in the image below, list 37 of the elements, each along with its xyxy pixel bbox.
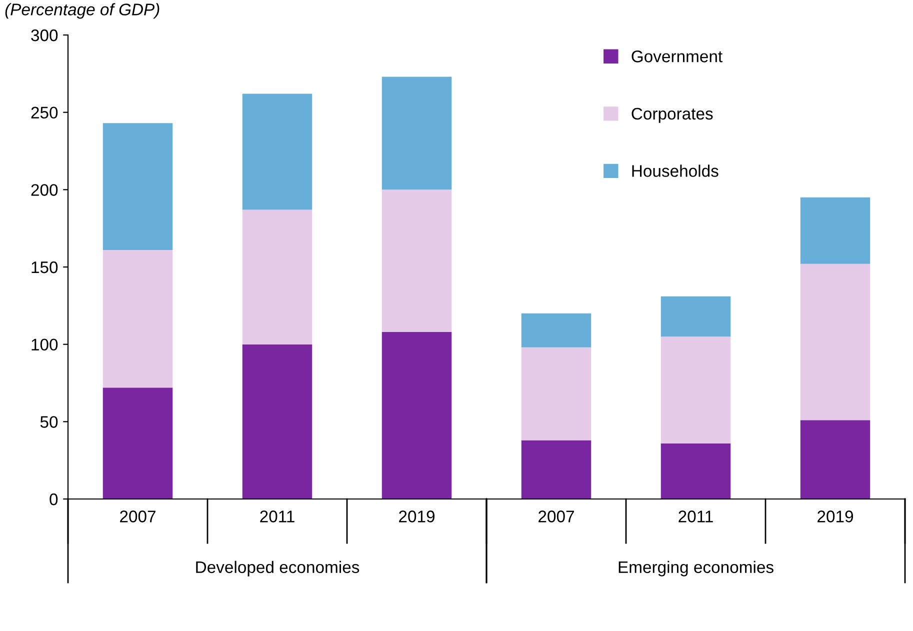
x-tick-label: 2019 — [818, 510, 853, 522]
y-tick-label: 250 — [31, 106, 58, 119]
bar — [800, 420, 870, 499]
bar — [660, 336, 731, 444]
text: Developed economies — [196, 560, 360, 576]
bar — [521, 440, 592, 499]
chart-title: (Percentage of GDP) — [5, 3, 160, 19]
bar — [242, 344, 312, 499]
legend-label: Households — [632, 164, 718, 177]
y-tick-label: 200 — [31, 184, 58, 196]
y-tick-label: 100 — [32, 338, 58, 351]
x-tick-label: 2007 — [538, 510, 574, 522]
bar — [382, 190, 452, 332]
bar — [102, 250, 173, 388]
bar — [242, 210, 312, 344]
bar — [102, 388, 173, 499]
bar — [521, 347, 592, 440]
y-tick-label: 50 — [40, 416, 58, 428]
bar — [660, 443, 731, 499]
text: Emerging economies — [618, 560, 774, 576]
bar — [800, 197, 870, 264]
legend-label: Corporates — [632, 108, 713, 123]
bar — [242, 94, 312, 210]
bar — [660, 296, 731, 337]
y-tick-label: 300 — [31, 29, 58, 42]
bar — [521, 313, 592, 348]
x-tick-label: 2011 — [678, 510, 713, 522]
bar — [382, 76, 452, 190]
legend-label: Government — [632, 50, 722, 62]
x-tick-label: 2019 — [399, 510, 434, 522]
y-tick-label: 0 — [50, 493, 58, 506]
x-tick-label: 2011 — [260, 510, 294, 522]
bar — [382, 332, 452, 499]
x-tick-label: 2007 — [120, 510, 156, 522]
bar — [800, 264, 870, 420]
y-tick-label: 150 — [32, 261, 58, 274]
bar — [102, 123, 173, 250]
